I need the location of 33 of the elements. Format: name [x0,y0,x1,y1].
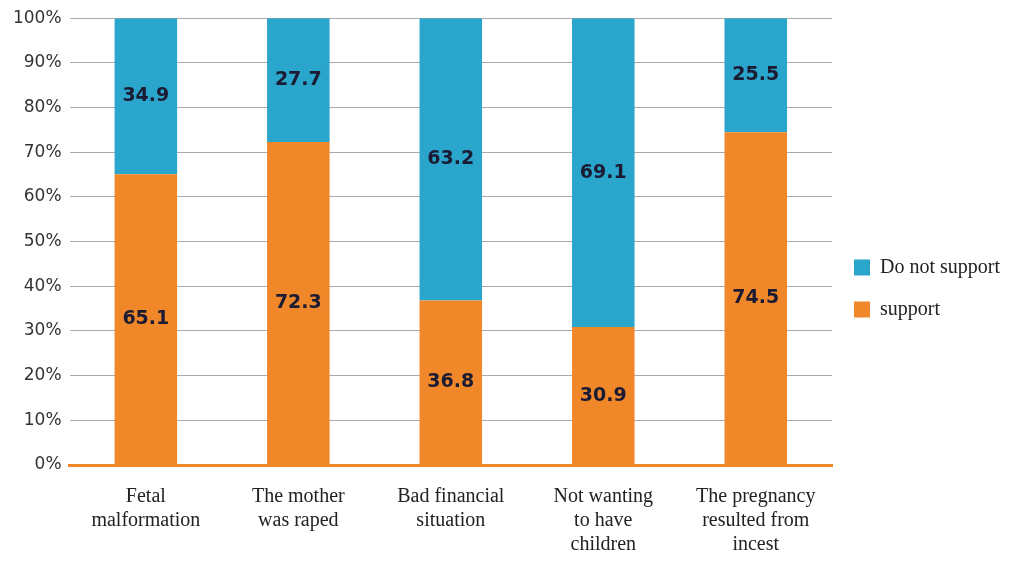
y-tick-label: 0% [34,453,62,474]
y-tick-label: 60% [23,185,62,206]
data-label: 30.9 [579,382,627,405]
legend-label: Do not support [880,254,1001,278]
data-label: 69.1 [579,159,627,182]
data-label: 34.9 [122,83,170,106]
data-label: 63.2 [427,146,475,169]
data-label: 65.1 [122,306,170,329]
data-label: 25.5 [732,62,780,85]
x-tick-label: Fetal malformation [91,484,201,531]
y-tick-label: 90% [23,51,62,72]
data-label: 36.8 [427,369,475,392]
y-tick-label: 10% [23,408,62,429]
x-tick-label: Bad financial situation [397,484,505,531]
data-label: 27.7 [274,67,322,90]
bar [724,18,788,133]
y-tick-label: 20% [23,364,62,385]
y-tick-label: 100% [12,6,62,27]
y-tick-label: 30% [23,319,62,340]
bar [114,18,178,175]
data-label: 74.5 [732,285,780,308]
bar [419,18,483,301]
y-tick-label: 40% [23,274,62,295]
data-label: 72.3 [274,290,322,313]
x-tick-label: The pregnancy resulted from incest [696,484,816,555]
bar [267,18,330,142]
x-tick-label: Not wanting to have children [553,484,653,555]
bar [572,18,635,327]
y-tick-label: 80% [23,95,62,116]
y-tick-label: 70% [23,140,62,161]
y-tick-label: 50% [23,230,62,251]
legend-label: support [880,296,941,320]
x-tick-label: The mother was raped [251,484,346,532]
